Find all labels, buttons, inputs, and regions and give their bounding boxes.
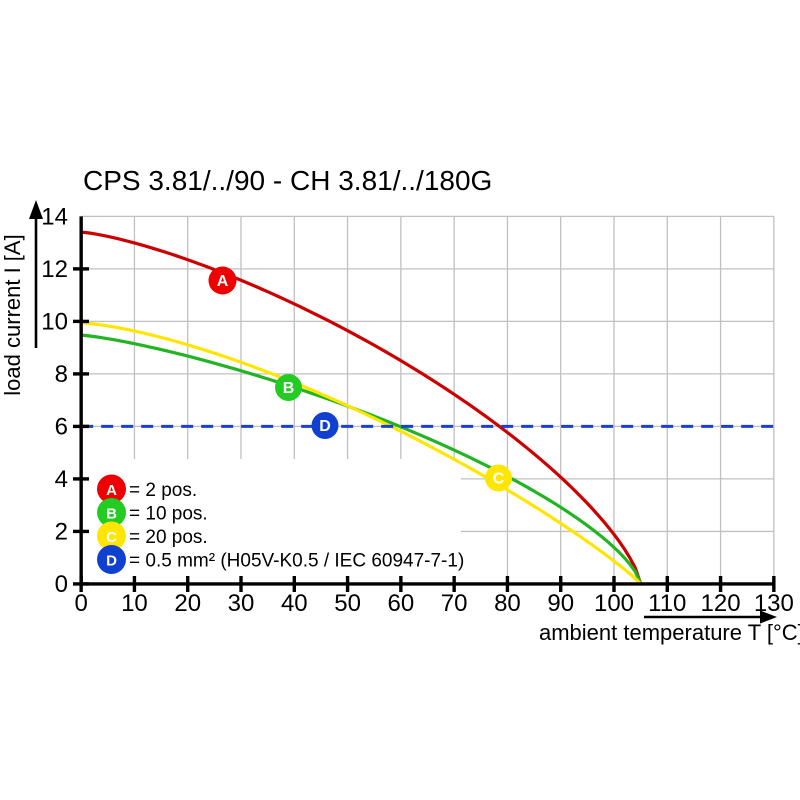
svg-text:8: 8: [55, 361, 68, 388]
svg-text:40: 40: [281, 590, 308, 617]
svg-text:12: 12: [41, 256, 68, 283]
svg-text:2: 2: [55, 519, 68, 546]
svg-text:30: 30: [228, 590, 255, 617]
svg-text:10: 10: [41, 309, 68, 336]
svg-text:= 0.5 mm² (H05V-K0.5 / IEC 609: = 0.5 mm² (H05V-K0.5 / IEC 60947-7-1): [129, 551, 464, 572]
svg-text:14: 14: [41, 204, 68, 231]
svg-text:= 10 pos.: = 10 pos.: [129, 504, 208, 525]
svg-text:70: 70: [441, 590, 468, 617]
svg-text:A: A: [106, 482, 117, 499]
svg-text:0: 0: [55, 571, 68, 598]
svg-text:10: 10: [121, 590, 148, 617]
svg-text:= 2 pos.: = 2 pos.: [129, 480, 197, 501]
svg-text:ambient temperature T [°C]: ambient temperature T [°C]: [539, 620, 800, 645]
svg-text:80: 80: [494, 590, 521, 617]
svg-text:B: B: [106, 506, 117, 523]
svg-text:50: 50: [334, 590, 361, 617]
svg-text:C: C: [106, 529, 117, 546]
svg-text:CPS 3.81/../90 - CH 3.81/../18: CPS 3.81/../90 - CH 3.81/../180G: [83, 165, 492, 196]
svg-text:20: 20: [174, 590, 201, 617]
svg-text:D: D: [319, 418, 331, 435]
svg-text:load current I [A]: load current I [A]: [0, 234, 25, 395]
svg-text:B: B: [283, 380, 295, 397]
svg-text:100: 100: [594, 590, 634, 617]
svg-text:0: 0: [74, 590, 87, 617]
svg-text:110: 110: [648, 590, 686, 617]
svg-text:= 20 pos.: = 20 pos.: [129, 527, 208, 548]
svg-text:D: D: [106, 553, 117, 570]
svg-text:4: 4: [55, 466, 68, 493]
svg-text:6: 6: [55, 414, 68, 441]
svg-text:60: 60: [388, 590, 415, 617]
svg-text:90: 90: [547, 590, 574, 617]
svg-text:120: 120: [701, 590, 741, 617]
svg-text:130: 130: [754, 590, 794, 617]
svg-text:C: C: [493, 471, 505, 488]
svg-text:A: A: [217, 273, 229, 290]
